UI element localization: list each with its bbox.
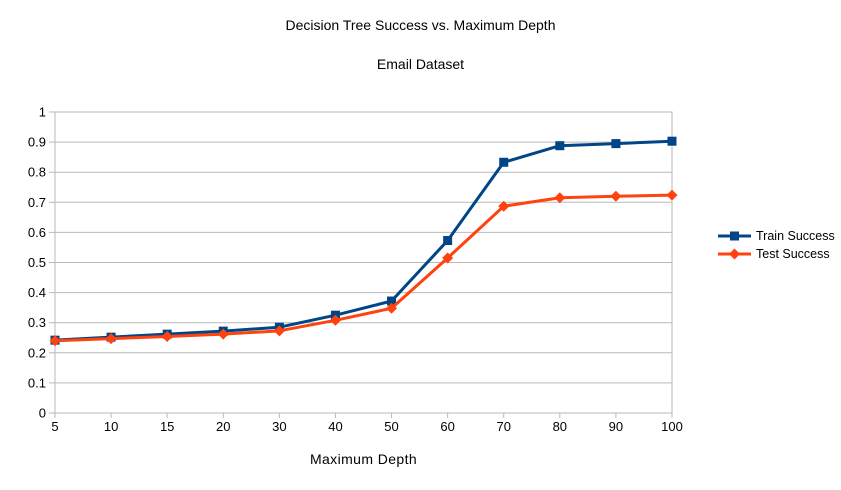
y-tick-label: 0.4 <box>28 285 46 300</box>
y-tick-label: 1 <box>39 105 46 120</box>
test-legend-key-icon <box>718 248 751 260</box>
test-series-marker <box>217 328 229 340</box>
plot-border <box>54 111 673 414</box>
x-tick-label: 80 <box>553 419 567 434</box>
legend-label-train: Train Success <box>756 229 835 243</box>
x-tick-label: 40 <box>328 419 342 434</box>
x-tick-label: 15 <box>160 419 174 434</box>
test-series-marker <box>554 192 566 204</box>
legend-key-marker <box>730 231 739 241</box>
test-series-marker <box>442 252 454 264</box>
train-series-marker <box>555 141 565 151</box>
train-series-marker <box>443 236 453 246</box>
y-tick-label: 0.3 <box>28 315 46 330</box>
chart-subtitle: Email Dataset <box>376 56 465 72</box>
test-series-marker <box>49 335 61 347</box>
y-tick-label: 0.9 <box>28 135 46 150</box>
test-series-line <box>54 193 673 343</box>
test-series-marker <box>610 190 622 202</box>
train-series-marker <box>611 139 621 149</box>
legend-key-marker <box>729 248 740 260</box>
x-tick-label: 20 <box>216 419 230 434</box>
y-tick-label: 0.7 <box>28 195 46 210</box>
x-tick-label: 30 <box>272 419 286 434</box>
x-tick-label: 90 <box>609 419 623 434</box>
test-series-marker <box>161 331 173 343</box>
y-tick-label: 0.6 <box>28 225 46 240</box>
x-tick-label: 100 <box>661 419 683 434</box>
train-series-line <box>54 139 673 342</box>
y-tick-label: 0.8 <box>28 165 46 180</box>
train-series-marker <box>387 296 397 306</box>
x-tick-label: 60 <box>440 419 454 434</box>
legend: Train Success Test Success <box>718 227 835 263</box>
y-tick-label: 0.5 <box>28 255 46 270</box>
x-tick-label: 50 <box>384 419 398 434</box>
test-series-marker <box>498 200 510 212</box>
legend-label-test: Test Success <box>756 247 830 261</box>
chart-title: Decision Tree Success vs. Maximum Depth <box>285 17 556 33</box>
x-tick-label: 10 <box>104 419 118 434</box>
train-legend-key-icon <box>718 231 751 241</box>
train-series-marker <box>499 157 509 167</box>
test-series-marker <box>386 302 398 314</box>
test-series-marker <box>273 325 285 337</box>
y-tick-label: 0 <box>39 406 46 421</box>
x-axis-title: Maximum Depth <box>309 451 418 467</box>
y-tick-label: 0.2 <box>28 345 46 360</box>
test-series-marker <box>329 314 341 326</box>
train-series-marker <box>667 136 677 146</box>
x-tick-label: 70 <box>496 419 510 434</box>
test-series-marker <box>105 333 117 345</box>
y-tick-label: 0.1 <box>28 375 46 390</box>
x-tick-label: 5 <box>51 419 58 434</box>
legend-item-test: Test Success <box>718 245 835 263</box>
test-series-marker <box>666 189 678 201</box>
legend-item-train: Train Success <box>718 227 835 245</box>
